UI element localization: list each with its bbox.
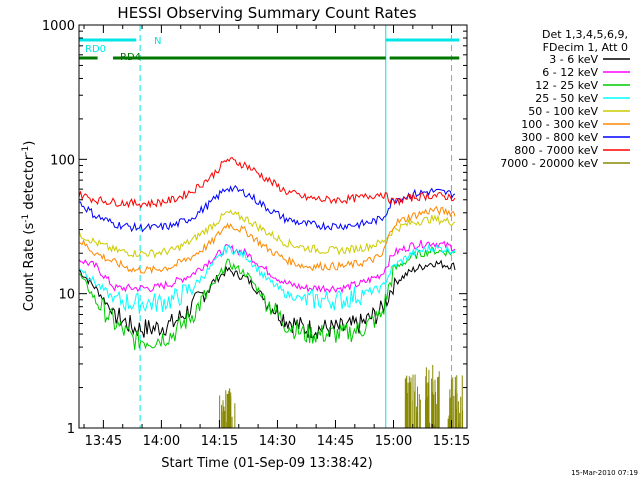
legend-header-0: Det 1,3,4,5,6,9, (542, 28, 628, 41)
y-tick-label-2: 100 (50, 153, 75, 168)
x-tick-label-0: 13:45 (85, 434, 122, 449)
footer-date: 15-Mar-2010 07:19 (571, 469, 638, 477)
series-3-line (78, 243, 456, 314)
series-0-line (78, 259, 456, 339)
x-tick-label-3: 14:30 (259, 434, 296, 449)
series-5-line (78, 205, 456, 275)
marker-label-rd4: RD4 (120, 52, 141, 63)
series-2-line (78, 245, 456, 351)
x-tick-label-5: 15:00 (375, 434, 412, 449)
legend-label-7: 800 - 7000 keV (514, 144, 598, 157)
legend-label-5: 100 - 300 keV (521, 118, 598, 131)
y-tick-label-1: 10 (58, 288, 75, 303)
x-tick-label-4: 14:45 (317, 434, 354, 449)
y-axis-label-sup2: -1 (21, 146, 31, 155)
x-tick-label-2: 14:15 (201, 434, 238, 449)
marker-label-rd0: RD0 (85, 44, 106, 55)
legend-label-2: 12 - 25 keV (535, 79, 598, 92)
y-axis-label-part1: Count Rate (s (22, 223, 37, 312)
legend-label-3: 25 - 50 keV (535, 92, 598, 105)
y-axis-label-part2: detector (22, 154, 37, 214)
legend-label-8: 7000 - 20000 keV (500, 157, 598, 170)
x-axis-label: Start Time (01-Sep-09 13:38:42) (161, 456, 372, 471)
y-axis-label-sup1: -1 (21, 214, 31, 223)
plot-area: RD0 N RD4 (78, 25, 464, 428)
y-axis-label: Count Rate (s-1 detector-1) (21, 141, 37, 312)
legend-header-1: FDecim 1, Att 0 (543, 41, 628, 54)
x-tick-label-6: 15:15 (433, 434, 470, 449)
series-7-line (78, 157, 456, 209)
y-tick-label-3: 1000 (42, 19, 75, 34)
axes: 1 10 100 1000 13:45 14:00 14:15 14:30 14:45 15:00… (42, 19, 470, 449)
series-4-line (78, 209, 456, 259)
legend-label-6: 300 - 800 keV (521, 131, 598, 144)
legend-label-4: 50 - 100 keV (528, 105, 598, 118)
series-1-line (78, 239, 456, 294)
series-6-line (78, 184, 456, 233)
legend-label-1: 6 - 12 keV (542, 66, 598, 79)
legend: Det 1,3,4,5,6,9,FDecim 1, Att 03 - 6 keV… (500, 28, 630, 170)
plot-frame (78, 24, 468, 429)
chart-title: HESSI Observing Summary Count Rates (117, 4, 416, 22)
y-tick-label-0: 1 (67, 422, 75, 437)
legend-label-0: 3 - 6 keV (549, 53, 598, 66)
marker-label-n: N (154, 36, 161, 47)
y-axis-label-part3: ) (22, 141, 37, 146)
x-tick-label-1: 14:00 (143, 434, 180, 449)
